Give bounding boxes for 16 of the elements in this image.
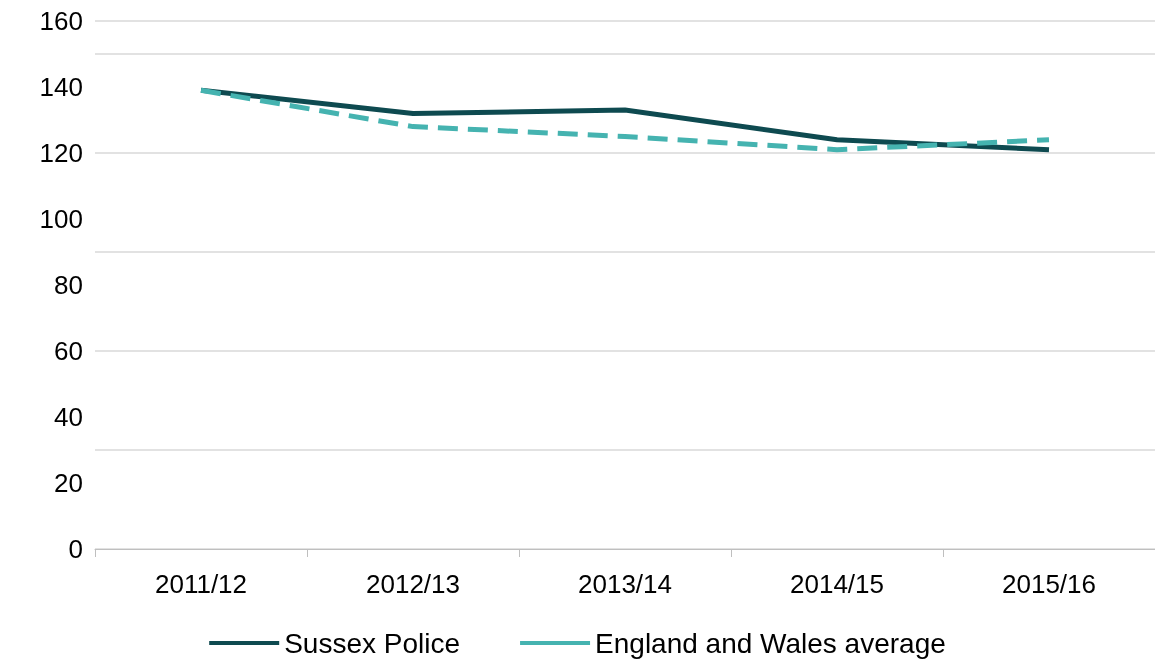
y-tick-label: 160: [39, 6, 83, 36]
x-tick-label: 2014/15: [790, 569, 884, 599]
legend-label: Sussex Police: [284, 627, 461, 659]
y-tick-label: 20: [54, 468, 83, 498]
y-tick-label: 120: [39, 138, 83, 168]
legend-label: England and Wales average: [595, 627, 946, 659]
x-tick-label: 2012/13: [366, 569, 460, 599]
y-tick-label: 60: [54, 336, 83, 366]
y-tick-label: 40: [54, 402, 83, 432]
x-tick-label: 2011/12: [154, 569, 248, 599]
y-tick-label: 0: [68, 534, 83, 564]
y-tick-label: 140: [39, 72, 83, 102]
x-tick-label: 2013/14: [578, 569, 672, 599]
y-tick-label: 80: [54, 270, 83, 300]
x-tick-label: 2015/16: [1002, 569, 1096, 599]
y-tick-label: 100: [39, 204, 83, 234]
